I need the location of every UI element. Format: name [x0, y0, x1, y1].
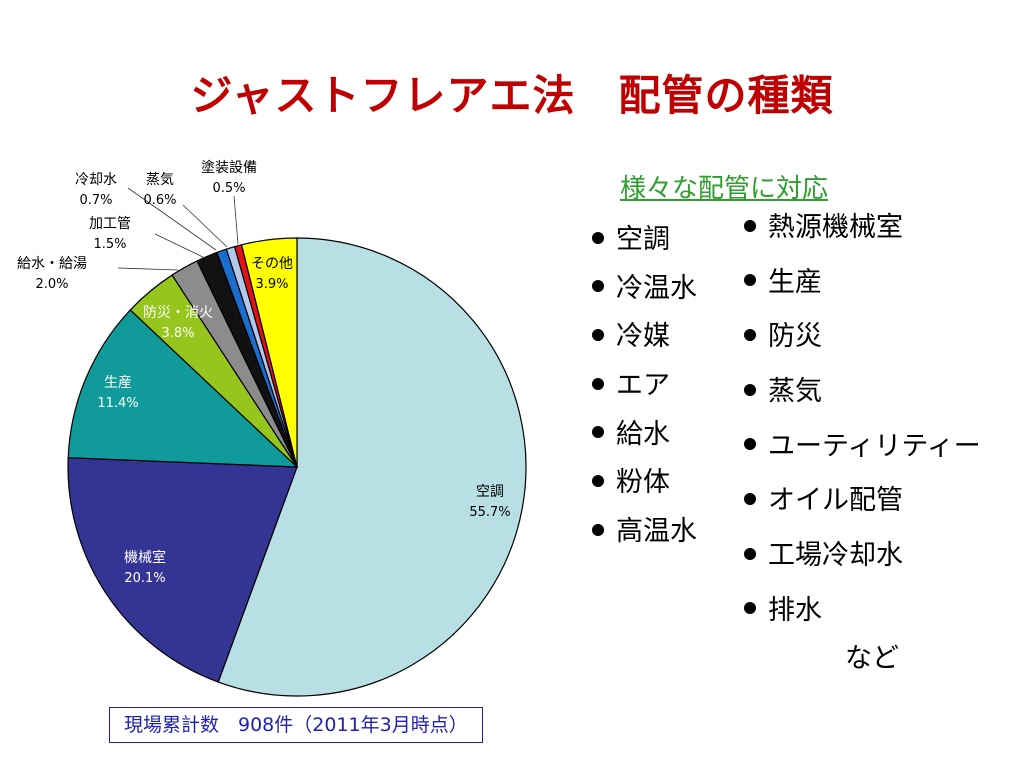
list-item: 粉体 [592, 459, 697, 508]
list-item: 防災 [744, 310, 981, 365]
slice-value-label: 3.9% [255, 277, 288, 292]
bullet-icon [744, 328, 756, 341]
slice-label: 塗装設備 [201, 159, 257, 176]
leader-line [127, 187, 217, 251]
leader-line [154, 233, 206, 259]
pie-slice [217, 237, 527, 697]
bullet-icon [744, 602, 756, 615]
slice-value-label: 0.5% [212, 181, 245, 196]
slice-value-label: 2.0% [35, 277, 68, 292]
etc-text: など [845, 643, 899, 674]
pie-slice [240, 237, 298, 468]
site-count-note: 現場累計数 908件（2011年3月時点） [109, 707, 483, 743]
slice-label: 加工管 [89, 216, 131, 232]
bullet-icon [744, 219, 756, 232]
piping-types-heading: 様々な配管に対応 [620, 174, 829, 204]
leader-line [233, 195, 239, 245]
slice-label: 給水・給湯 [17, 255, 87, 272]
bullet-icon [592, 377, 604, 390]
slice-label: その他 [251, 256, 293, 272]
list-item: 排水 [744, 584, 981, 639]
bullet-icon [744, 383, 756, 396]
bullet-icon [592, 328, 604, 341]
list-item: 高温水 [592, 508, 697, 557]
slice-label: 冷却水 [75, 172, 117, 188]
piping-list-left: 空調 冷温水 冷媒 エア 給水 粉体 高温水 [592, 216, 697, 557]
bullet-icon [592, 231, 604, 244]
list-item: ユーティリティー [744, 420, 981, 475]
slice-label: 蒸気 [146, 172, 174, 188]
bullet-icon [592, 523, 604, 536]
list-item: 熱源機械室 [744, 201, 981, 256]
list-item: 空調 [592, 216, 697, 265]
pie-slice [67, 309, 299, 468]
slice-value-label: 11.4% [97, 396, 138, 411]
slice-value-label: 55.7% [469, 505, 510, 520]
slice-value-label: 3.8% [161, 326, 194, 341]
leader-line [182, 204, 228, 248]
bullet-icon [744, 274, 756, 287]
piping-list-right: 熱源機械室 生産 防災 蒸気 ユーティリティー オイル配管 工場冷却水 排水 [744, 201, 981, 639]
list-item: エア [592, 362, 697, 411]
slice-label: 防災・消火 [143, 305, 213, 321]
list-item: 冷媒 [592, 313, 697, 362]
leader-line [117, 267, 179, 271]
list-item: 給水 [592, 411, 697, 460]
slice-value-label: 1.5% [93, 237, 126, 252]
bullet-icon [592, 474, 604, 487]
bullet-icon [744, 438, 756, 451]
slice-label: 機械室 [124, 549, 166, 566]
list-item: 蒸気 [744, 365, 981, 420]
list-item: 生産 [744, 256, 981, 311]
bullet-icon [744, 492, 756, 505]
page-title: ジャストフレアエ法 配管の種類 [190, 71, 834, 120]
slice-value-label: 0.7% [79, 193, 112, 208]
slice-value-label: 0.6% [143, 193, 176, 208]
list-item: 工場冷却水 [744, 529, 981, 584]
list-item: オイル配管 [744, 474, 981, 529]
bullet-icon [592, 280, 604, 293]
slice-label: 生産 [104, 375, 132, 391]
slice-label: 空調 [476, 484, 504, 500]
list-item: 冷温水 [592, 265, 697, 314]
slice-value-label: 20.1% [124, 571, 165, 586]
bullet-icon [592, 426, 604, 439]
pie-slice [67, 457, 298, 683]
bullet-icon [744, 547, 756, 560]
